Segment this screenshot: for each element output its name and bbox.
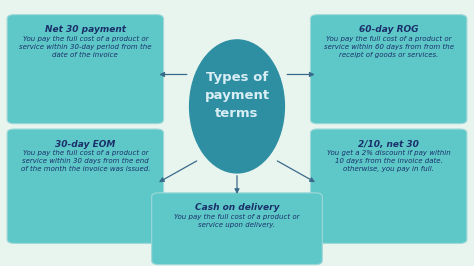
Text: You get a 2% discount if pay within
10 days from the invoice date.
otherwise, yo: You get a 2% discount if pay within 10 d… xyxy=(327,150,451,172)
Text: You pay the full cost of a product or
service within 60 days from from the
recei: You pay the full cost of a product or se… xyxy=(324,36,454,58)
FancyBboxPatch shape xyxy=(7,15,164,124)
FancyBboxPatch shape xyxy=(310,15,467,124)
Text: Types of
payment
terms: Types of payment terms xyxy=(204,71,270,120)
Text: You pay the full cost of a product or
service upon delivery.: You pay the full cost of a product or se… xyxy=(174,214,300,228)
Text: Cash on delivery: Cash on delivery xyxy=(195,203,279,213)
Text: Net 30 payment: Net 30 payment xyxy=(45,25,126,34)
FancyBboxPatch shape xyxy=(152,193,322,265)
FancyBboxPatch shape xyxy=(310,129,467,243)
Text: 30-day EOM: 30-day EOM xyxy=(55,140,116,149)
Text: 2/10, net 30: 2/10, net 30 xyxy=(358,140,419,149)
FancyBboxPatch shape xyxy=(7,129,164,243)
Text: You pay the full cost of a product or
service within 30-day period from the
date: You pay the full cost of a product or se… xyxy=(19,36,152,58)
Ellipse shape xyxy=(190,40,284,173)
Text: 60-day ROG: 60-day ROG xyxy=(359,25,419,34)
Text: You pay the full cost of a product or
service within 30 days from the end
of the: You pay the full cost of a product or se… xyxy=(20,150,150,172)
